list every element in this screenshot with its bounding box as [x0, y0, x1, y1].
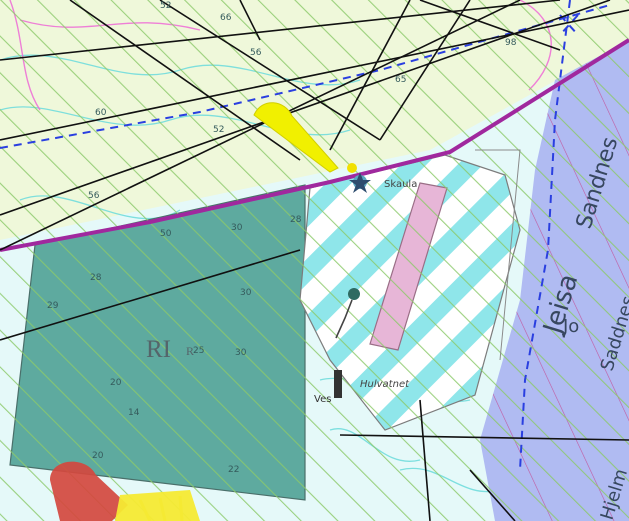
svg-text:30: 30: [231, 223, 243, 233]
yellow-marker[interactable]: [253, 102, 339, 173]
svg-text:14: 14: [128, 408, 140, 418]
label-hulvann: Hulvatnet: [360, 379, 410, 390]
svg-text:60: 60: [95, 108, 107, 118]
svg-text:65: 65: [395, 75, 406, 85]
label-skaula: Skaula: [384, 179, 417, 190]
svg-text:28: 28: [90, 273, 102, 283]
contour-numbers: 52 66 56 60 52 65 98 56 28 50 30 28 30 2…: [47, 1, 517, 475]
svg-text:56: 56: [88, 191, 100, 201]
svg-text:28: 28: [290, 215, 302, 225]
svg-text:20: 20: [92, 451, 104, 461]
magenta-boundary: [0, 38, 629, 252]
svg-text:20: 20: [110, 378, 122, 388]
svg-text:30: 30: [240, 288, 252, 298]
tree-symbol[interactable]: [348, 288, 360, 300]
svg-text:22: 22: [228, 465, 239, 475]
svg-text:56: 56: [250, 48, 262, 58]
svg-text:30: 30: [235, 348, 247, 358]
yellow-sector-marker: [115, 490, 200, 521]
svg-text:52: 52: [160, 1, 171, 11]
pale-area-outline: [475, 149, 521, 361]
svg-text:98: 98: [505, 38, 517, 48]
svg-text:66: 66: [220, 13, 232, 23]
star-symbol[interactable]: [349, 172, 371, 193]
zone-suffix: R: [186, 344, 194, 358]
footpath: [335, 299, 353, 339]
svg-text:29: 29: [47, 301, 59, 311]
yellow-point[interactable]: [347, 163, 357, 173]
label-ves: Ves: [314, 394, 331, 405]
small-building[interactable]: [334, 370, 342, 398]
yellow-sector-lines: [138, 495, 184, 521]
svg-text:50: 50: [160, 229, 172, 239]
red-marker[interactable]: [50, 461, 128, 521]
svg-text:52: 52: [213, 125, 224, 135]
zone-label: RI: [146, 336, 171, 363]
svg-text:25: 25: [193, 346, 204, 356]
label-jo: Jo: [562, 316, 579, 337]
